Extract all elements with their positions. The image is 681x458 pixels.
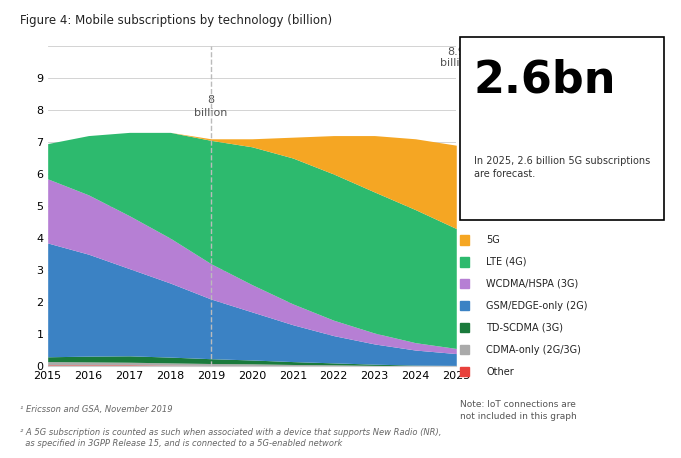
Text: Note: IoT connections are
not included in this graph: Note: IoT connections are not included i… [460,400,576,421]
Text: 5G: 5G [486,235,500,245]
Text: 8: 8 [208,95,215,105]
Text: ¹ Ericsson and GSA, November 2019: ¹ Ericsson and GSA, November 2019 [20,405,173,414]
Text: 8.9
billion: 8.9 billion [439,47,473,68]
Bar [460,301,469,311]
Bar [460,367,469,376]
Text: WCDMA/HSPA (3G): WCDMA/HSPA (3G) [486,279,578,289]
Text: Figure 4: Mobile subscriptions by technology (billion): Figure 4: Mobile subscriptions by techno… [20,14,332,27]
Text: ² A 5G subscription is counted as such when associated with a device that suppor: ² A 5G subscription is counted as such w… [20,428,442,447]
Bar [460,323,469,333]
Bar [460,345,469,354]
Text: In 2025, 2.6 billion 5G subscriptions
are forecast.: In 2025, 2.6 billion 5G subscriptions ar… [474,156,650,179]
Text: LTE (4G): LTE (4G) [486,257,526,267]
Bar [460,279,469,289]
Text: Other: Other [486,367,514,377]
Text: CDMA-only (2G/3G): CDMA-only (2G/3G) [486,345,581,355]
Text: billion: billion [194,109,228,118]
Bar [460,235,469,245]
FancyBboxPatch shape [460,37,664,220]
Bar [460,257,469,267]
Text: GSM/EDGE-only (2G): GSM/EDGE-only (2G) [486,301,588,311]
Text: 2.6bn: 2.6bn [474,59,616,102]
Text: TD-SCDMA (3G): TD-SCDMA (3G) [486,323,563,333]
